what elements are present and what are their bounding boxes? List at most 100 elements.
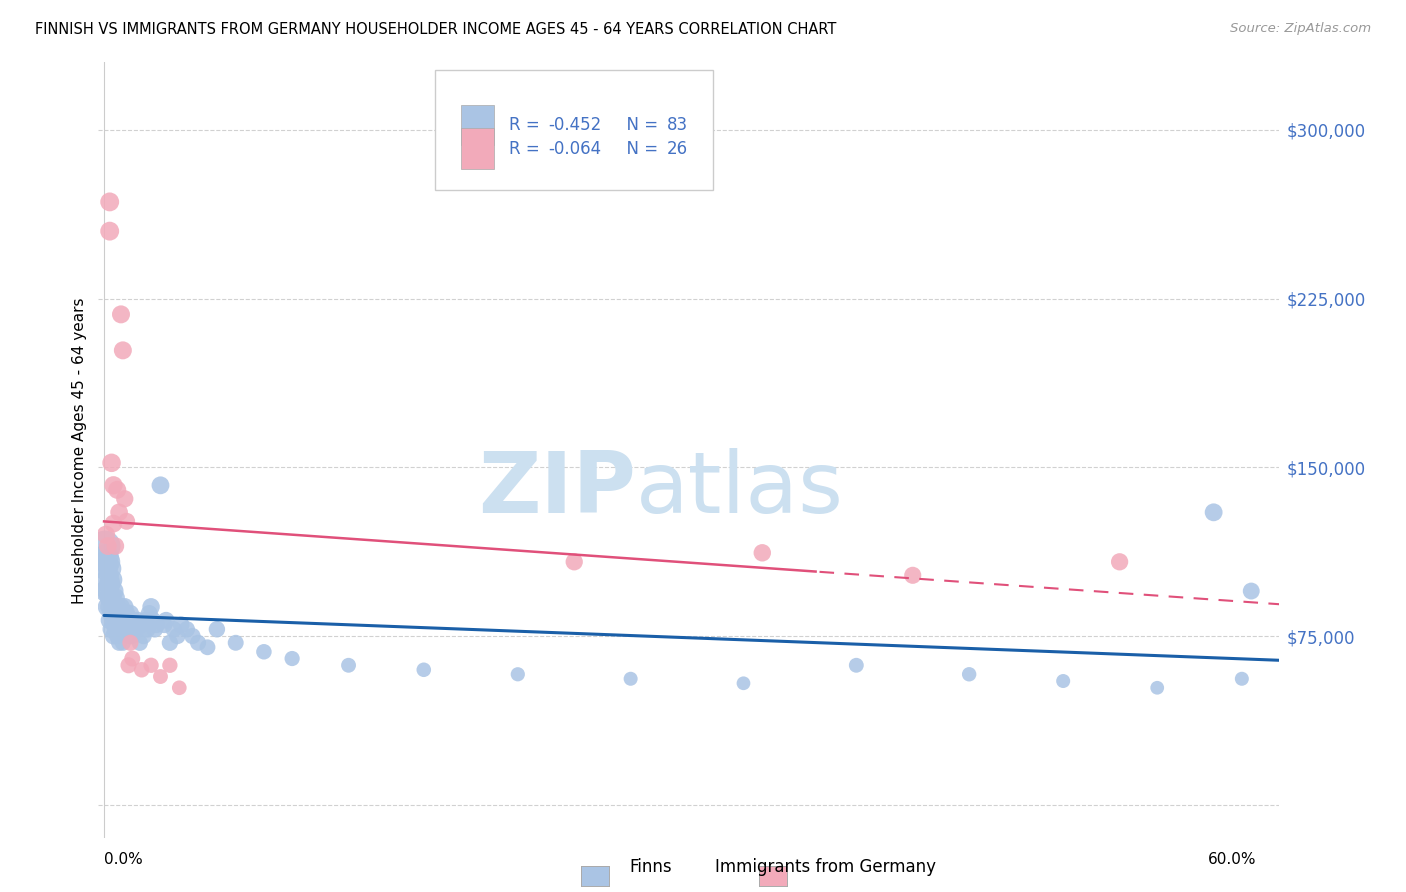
Point bbox=[145, 617, 167, 632]
Point bbox=[105, 629, 128, 643]
Point bbox=[197, 640, 219, 655]
Point bbox=[94, 528, 117, 542]
Point bbox=[104, 539, 127, 553]
Point bbox=[111, 343, 134, 358]
Point bbox=[108, 607, 131, 621]
Point bbox=[138, 607, 160, 621]
Point bbox=[751, 546, 773, 560]
Point bbox=[97, 584, 120, 599]
Point bbox=[122, 617, 145, 632]
Point bbox=[136, 622, 159, 636]
Point bbox=[733, 676, 755, 690]
Point bbox=[225, 636, 247, 650]
Point bbox=[128, 636, 150, 650]
Point bbox=[1108, 555, 1130, 569]
Point bbox=[94, 539, 117, 553]
Point bbox=[100, 456, 122, 470]
Point bbox=[169, 681, 191, 695]
Point bbox=[412, 663, 434, 677]
Point bbox=[187, 636, 209, 650]
Point bbox=[103, 478, 125, 492]
Point bbox=[155, 613, 177, 627]
Point bbox=[121, 613, 143, 627]
Point bbox=[120, 629, 142, 643]
Point bbox=[1146, 681, 1168, 695]
Point bbox=[1052, 673, 1074, 688]
Point bbox=[620, 672, 643, 686]
Text: R =: R = bbox=[509, 116, 546, 135]
Point bbox=[845, 658, 868, 673]
Point bbox=[110, 599, 132, 614]
Text: FINNISH VS IMMIGRANTS FROM GERMANY HOUSEHOLDER INCOME AGES 45 - 64 YEARS CORRELA: FINNISH VS IMMIGRANTS FROM GERMANY HOUSE… bbox=[35, 22, 837, 37]
Point bbox=[506, 667, 529, 681]
Text: Source: ZipAtlas.com: Source: ZipAtlas.com bbox=[1230, 22, 1371, 36]
Point bbox=[104, 607, 127, 621]
Point bbox=[110, 617, 132, 632]
Point bbox=[149, 669, 172, 683]
Point bbox=[97, 539, 120, 553]
Point bbox=[163, 622, 186, 636]
Point bbox=[111, 607, 134, 621]
Point bbox=[139, 658, 162, 673]
Text: Finns: Finns bbox=[630, 858, 672, 876]
Point bbox=[111, 636, 134, 650]
Point bbox=[1230, 672, 1253, 686]
Point bbox=[98, 194, 121, 209]
Text: 0.0%: 0.0% bbox=[104, 852, 143, 867]
Point bbox=[143, 622, 166, 636]
Point bbox=[170, 617, 193, 632]
Point bbox=[97, 599, 120, 614]
Point bbox=[181, 629, 204, 643]
Point bbox=[98, 577, 121, 591]
Point bbox=[117, 658, 139, 673]
Text: -0.452: -0.452 bbox=[548, 116, 602, 135]
Point bbox=[94, 561, 117, 575]
Point bbox=[94, 584, 117, 599]
Point bbox=[114, 622, 136, 636]
Text: ZIP: ZIP bbox=[478, 448, 636, 531]
Text: 60.0%: 60.0% bbox=[1208, 852, 1257, 867]
Point bbox=[100, 622, 122, 636]
Point bbox=[149, 478, 172, 492]
Point bbox=[115, 514, 138, 528]
Point bbox=[111, 622, 134, 636]
Text: N =: N = bbox=[616, 139, 664, 158]
FancyBboxPatch shape bbox=[461, 128, 494, 169]
Text: 26: 26 bbox=[666, 139, 688, 158]
Text: -0.064: -0.064 bbox=[548, 139, 602, 158]
Point bbox=[166, 629, 188, 643]
Point bbox=[121, 629, 143, 643]
Point bbox=[117, 617, 139, 632]
Y-axis label: Householder Income Ages 45 - 64 years: Householder Income Ages 45 - 64 years bbox=[72, 297, 87, 604]
Point bbox=[103, 629, 125, 643]
Point bbox=[281, 651, 304, 665]
Point bbox=[132, 629, 155, 643]
Point bbox=[114, 599, 136, 614]
Point bbox=[103, 599, 125, 614]
Point bbox=[103, 516, 125, 531]
Text: R =: R = bbox=[509, 139, 546, 158]
Point bbox=[127, 613, 149, 627]
Text: N =: N = bbox=[616, 116, 664, 135]
Point bbox=[103, 584, 125, 599]
Point bbox=[98, 613, 121, 627]
Point bbox=[176, 622, 198, 636]
Point bbox=[98, 599, 121, 614]
Point bbox=[108, 505, 131, 519]
Point bbox=[104, 622, 127, 636]
Point bbox=[108, 622, 131, 636]
Point bbox=[125, 622, 148, 636]
Point bbox=[159, 658, 181, 673]
Point bbox=[120, 636, 142, 650]
Point bbox=[98, 224, 121, 238]
Point bbox=[110, 307, 132, 321]
Point bbox=[97, 573, 120, 587]
Point bbox=[97, 555, 120, 569]
Point bbox=[94, 550, 117, 565]
Point bbox=[253, 645, 276, 659]
Point bbox=[108, 636, 131, 650]
Point bbox=[100, 607, 122, 621]
Point bbox=[100, 573, 122, 587]
Point bbox=[104, 591, 127, 605]
Point bbox=[105, 483, 128, 497]
